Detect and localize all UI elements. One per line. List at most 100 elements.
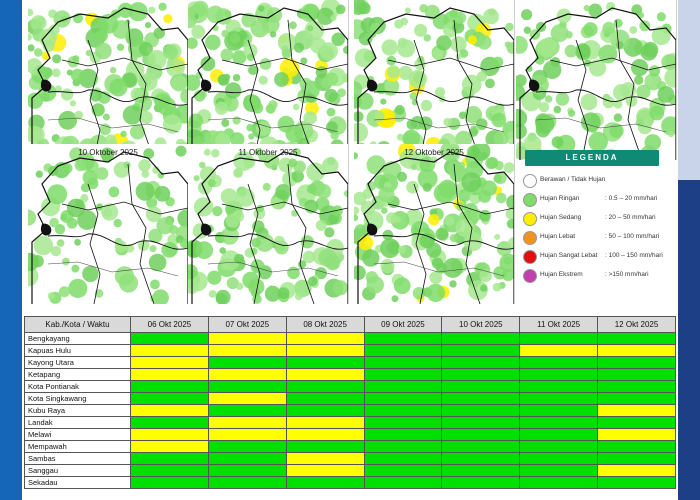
table-header-date: 10 Okt 2025: [441, 316, 521, 333]
legend: LEGENDA Berawan / Tidak Hujan Hujan Ring…: [517, 144, 672, 294]
legend-range: : >150 mm/hari: [605, 271, 649, 278]
table-row: Kapuas Hulu: [24, 344, 676, 357]
forecast-cell: [363, 356, 443, 369]
forecast-cell: [207, 476, 287, 489]
forecast-cell: [441, 392, 521, 405]
forecast-cell: [363, 464, 443, 477]
legend-swatch: [523, 250, 537, 264]
legend-item: Berawan / Tidak Hujan: [523, 174, 673, 190]
forecast-cell: [597, 368, 676, 381]
table-header-date: 11 Okt 2025: [519, 316, 599, 333]
forecast-cell: [597, 344, 676, 357]
forecast-cell: [519, 368, 599, 381]
forecast-cell: [285, 356, 365, 369]
forecast-cell: [597, 428, 676, 441]
forecast-cell: [441, 404, 521, 417]
forecast-cell: [130, 356, 209, 369]
forecast-cell: [519, 380, 599, 393]
forecast-table: Kab./Kota / Waktu 06 Okt 2025 07 Okt 2025…: [24, 316, 676, 500]
region-name: Sekadau: [24, 476, 131, 489]
forecast-cell: [519, 464, 599, 477]
map-date-label: 12 Oktober 2025: [404, 148, 464, 157]
legend-swatch: [523, 269, 537, 283]
legend-item: Hujan Sedang : 20 – 50 mm/hari: [523, 212, 673, 228]
forecast-cell: [363, 392, 443, 405]
forecast-cell: [363, 404, 443, 417]
forecast-cell: [441, 344, 521, 357]
rainfall-map-6: 11 Oktober 2025: [188, 144, 349, 304]
forecast-cell: [363, 416, 443, 429]
forecast-cell: [363, 476, 443, 489]
forecast-cell: [441, 464, 521, 477]
forecast-cell: [285, 344, 365, 357]
forecast-cell: [519, 452, 599, 465]
rainfall-map-2: [188, 0, 349, 160]
forecast-cell: [519, 344, 599, 357]
forecast-cell: [130, 476, 209, 489]
region-name: Kota Singkawang: [24, 392, 131, 405]
region-name: Sanggau: [24, 464, 131, 477]
forecast-cell: [441, 416, 521, 429]
forecast-cell: [207, 392, 287, 405]
forecast-cell: [597, 380, 676, 393]
forecast-cell: [519, 416, 599, 429]
forecast-cell: [130, 404, 209, 417]
forecast-cell: [441, 476, 521, 489]
table-row: Kubu Raya: [24, 404, 676, 417]
legend-range: : 0.5 – 20 mm/hari: [605, 195, 658, 202]
table-row: Sambas: [24, 452, 676, 465]
forecast-cell: [441, 368, 521, 381]
forecast-cell: [207, 332, 287, 345]
table-header-date: 09 Okt 2025: [363, 316, 443, 333]
map-graphic: [354, 144, 514, 304]
forecast-cell: [207, 344, 287, 357]
map-graphic: [188, 0, 348, 160]
forecast-cell: [207, 464, 287, 477]
forecast-cell: [597, 464, 676, 477]
region-name: Ketapang: [24, 368, 131, 381]
rainfall-map-3: [354, 0, 515, 160]
forecast-cell: [207, 404, 287, 417]
forecast-cell: [285, 440, 365, 453]
forecast-cell: [285, 392, 365, 405]
legend-swatch: [523, 193, 537, 207]
forecast-cell: [519, 404, 599, 417]
forecast-cell: [207, 356, 287, 369]
forecast-cell: [207, 440, 287, 453]
forecast-cell: [130, 392, 209, 405]
legend-title: LEGENDA: [525, 150, 659, 166]
forecast-cell: [285, 368, 365, 381]
forecast-cell: [130, 380, 209, 393]
forecast-cell: [441, 380, 521, 393]
forecast-cell: [597, 356, 676, 369]
map-graphic: [28, 2, 188, 160]
forecast-cell: [597, 476, 676, 489]
table-header-date: 06 Okt 2025: [130, 316, 209, 333]
region-name: Melawi: [24, 428, 131, 441]
forecast-cell: [207, 368, 287, 381]
forecast-cell: [597, 416, 676, 429]
right-decoration-top: [678, 0, 700, 180]
table-row: Sekadau: [24, 476, 676, 489]
forecast-cell: [363, 332, 443, 345]
forecast-cell: [207, 452, 287, 465]
region-name: Kapuas Hulu: [24, 344, 131, 357]
forecast-cell: [363, 452, 443, 465]
forecast-cell: [130, 416, 209, 429]
legend-swatch: [523, 174, 537, 188]
rainfall-map-5: 10 Oktober 2025: [28, 144, 189, 304]
forecast-cell: [597, 404, 676, 417]
forecast-cell: [519, 476, 599, 489]
forecast-cell: [597, 440, 676, 453]
forecast-cell: [363, 440, 443, 453]
forecast-cell: [519, 428, 599, 441]
table-row: Kota Pontianak: [24, 380, 676, 393]
legend-item: Hujan Ekstrem : >150 mm/hari: [523, 269, 673, 285]
forecast-cell: [597, 332, 676, 345]
table-row: Kayong Utara: [24, 356, 676, 369]
legend-swatch: [523, 212, 537, 226]
forecast-cell: [597, 452, 676, 465]
map-date-label: 10 Oktober 2025: [78, 148, 138, 157]
table-header-region: Kab./Kota / Waktu: [24, 316, 131, 333]
forecast-cell: [441, 332, 521, 345]
